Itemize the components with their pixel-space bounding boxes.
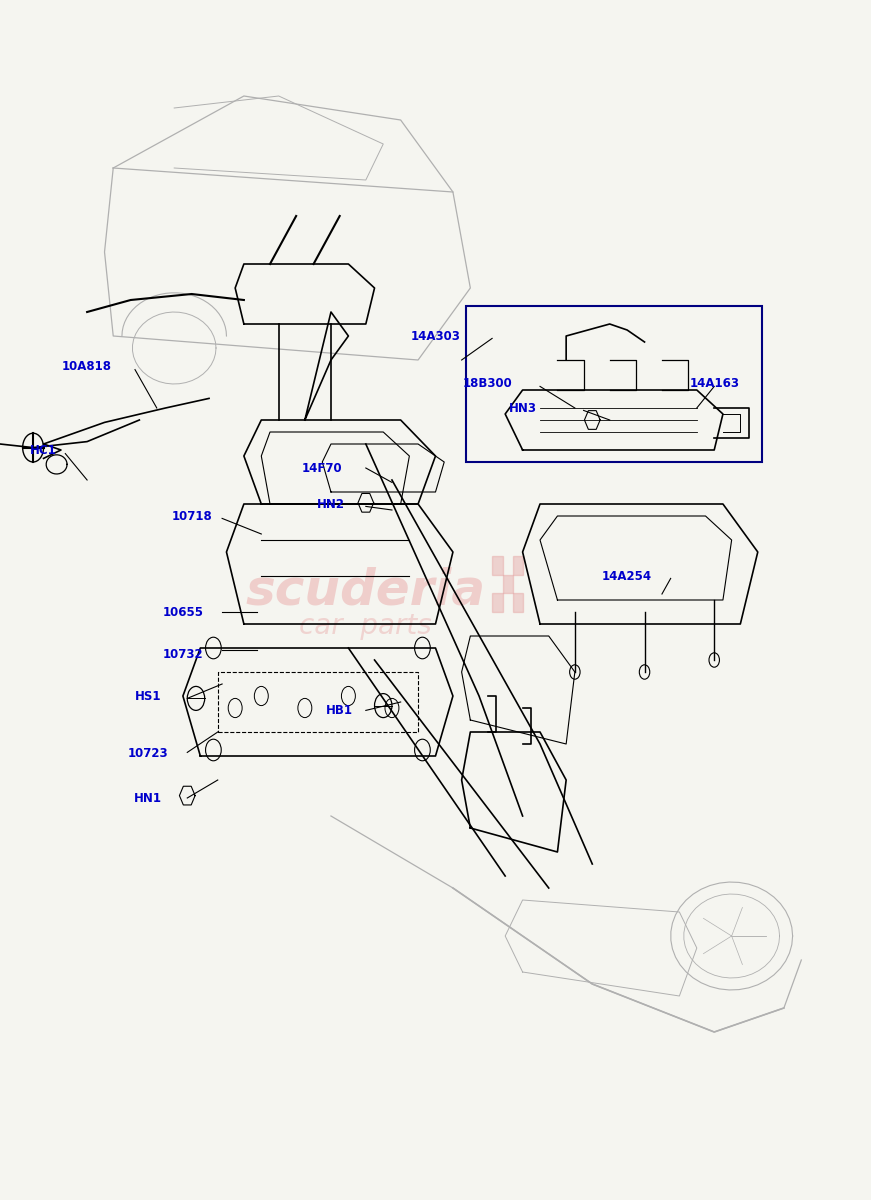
Text: 14F70: 14F70 <box>302 462 342 474</box>
Bar <box>466 306 762 462</box>
Text: 10732: 10732 <box>163 648 203 660</box>
Text: 10A818: 10A818 <box>62 360 112 372</box>
Bar <box>513 593 523 612</box>
Text: HC1: HC1 <box>30 444 57 456</box>
Bar <box>513 556 523 575</box>
Text: HB1: HB1 <box>327 704 353 716</box>
Text: 14A303: 14A303 <box>410 330 461 342</box>
Bar <box>492 556 503 575</box>
Text: 14A254: 14A254 <box>602 570 652 582</box>
Text: car  parts: car parts <box>300 612 432 641</box>
Text: HS1: HS1 <box>135 690 161 702</box>
Text: 18B300: 18B300 <box>463 378 513 390</box>
Bar <box>492 593 503 612</box>
Text: 14A163: 14A163 <box>689 378 739 390</box>
Text: HN3: HN3 <box>509 402 537 414</box>
Text: 10718: 10718 <box>172 510 212 522</box>
Text: HN1: HN1 <box>134 792 162 804</box>
Text: 10723: 10723 <box>128 748 168 760</box>
Bar <box>503 575 513 593</box>
Text: 10655: 10655 <box>162 606 204 618</box>
Text: scuderia: scuderia <box>246 566 486 614</box>
Text: HN2: HN2 <box>317 498 345 510</box>
